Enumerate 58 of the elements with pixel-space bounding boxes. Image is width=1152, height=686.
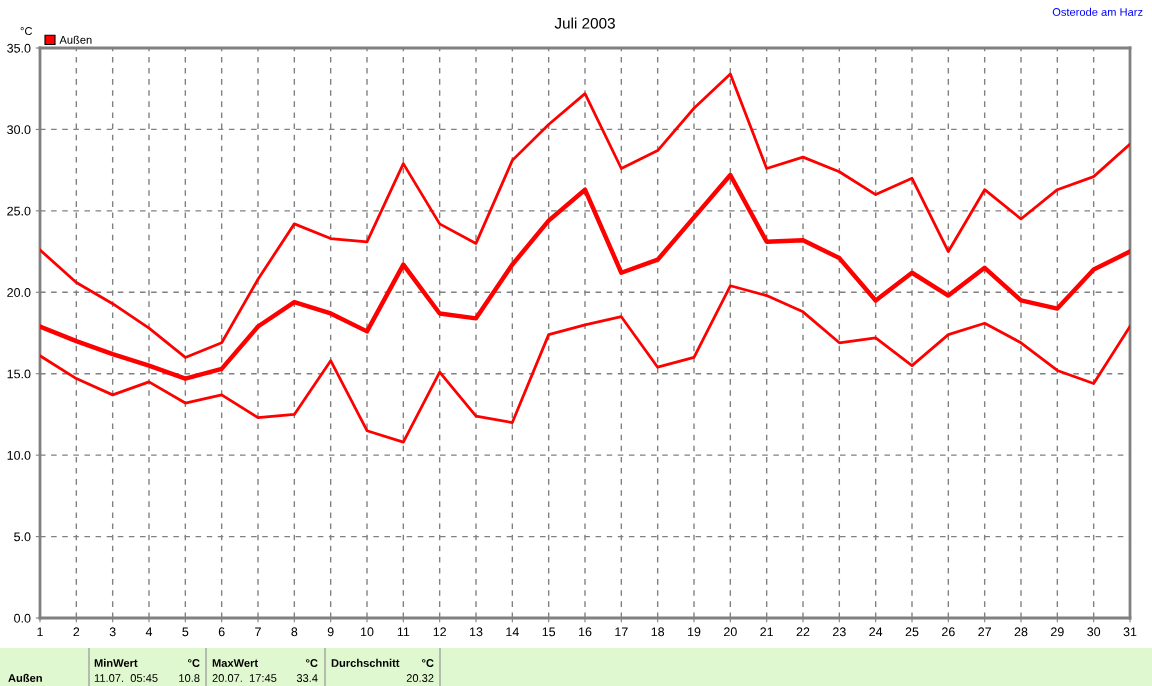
x-tick-label: 14	[506, 627, 519, 637]
x-tick-label: 27	[978, 627, 991, 637]
text: 10.8	[179, 674, 200, 682]
y-tick-label: 5.0	[14, 532, 31, 542]
text: MaxWert	[212, 659, 258, 667]
text: 11.07. 05:45	[94, 674, 158, 682]
y-tick-label: 25.0	[7, 206, 31, 216]
x-tick-label: 10	[361, 627, 374, 637]
y-tick-label: 10.0	[7, 450, 31, 460]
x-tick-label: 15	[542, 627, 556, 637]
text: °C	[422, 659, 434, 667]
text: 20.07. 17:45	[212, 674, 277, 682]
text: °C	[188, 659, 200, 667]
x-tick-label: 18	[651, 627, 665, 637]
y-tick-label: 15.0	[7, 369, 31, 379]
x-tick-label: 5	[182, 627, 189, 637]
x-tick-label: 19	[688, 627, 701, 637]
line-series	[40, 72, 1130, 359]
x-tick-label: 29	[1051, 627, 1064, 637]
x-tick-label: 23	[833, 627, 846, 637]
x-tick-label: 20	[724, 627, 737, 637]
line-series	[40, 172, 1130, 381]
x-tick-label: 22	[796, 627, 810, 637]
text: Durchschnitt	[331, 658, 400, 667]
y-tick-label: 35.0	[7, 43, 31, 53]
x-tick-label: 7	[255, 627, 261, 637]
text: °C	[306, 659, 318, 667]
x-tick-label: 6	[218, 627, 225, 637]
x-tick-label: 4	[145, 627, 153, 637]
x-tick-label: 26	[942, 627, 955, 637]
x-tick-label: 1	[37, 627, 43, 637]
x-tick-label: 31	[1123, 627, 1137, 637]
x-tick-label: 9	[327, 627, 334, 637]
x-tick-label: 21	[760, 627, 774, 637]
x-tick-label: 11	[397, 627, 410, 637]
x-tick-label: 13	[470, 627, 483, 637]
x-tick-label: 17	[615, 627, 628, 637]
x-tick-label: 25	[905, 627, 919, 637]
y-tick-label: 0.0	[14, 613, 31, 623]
x-tick-label: 16	[579, 627, 592, 637]
legend-label: Außen	[59, 35, 92, 44]
line-series	[40, 284, 1130, 444]
text: 20.32	[406, 674, 434, 682]
x-tick-label: 24	[869, 627, 883, 637]
x-tick-label: 30	[1087, 627, 1101, 637]
y-tick-label: 30.0	[7, 125, 31, 135]
text: 33.4	[296, 674, 318, 682]
x-tick-label: 8	[291, 627, 298, 637]
y-tick-label: 20.0	[7, 288, 31, 297]
text: MinWert	[94, 658, 138, 667]
x-tick-label: 3	[109, 627, 116, 637]
y-axis-title: °C	[20, 27, 33, 35]
x-tick-label: 2	[73, 627, 80, 637]
text: Osterode am Harz	[1052, 7, 1143, 16]
chart-title: Juli 2003	[554, 17, 615, 29]
x-tick-label: 28	[1014, 627, 1028, 637]
text: Außen	[8, 673, 42, 682]
x-tick-label: 12	[433, 627, 446, 637]
